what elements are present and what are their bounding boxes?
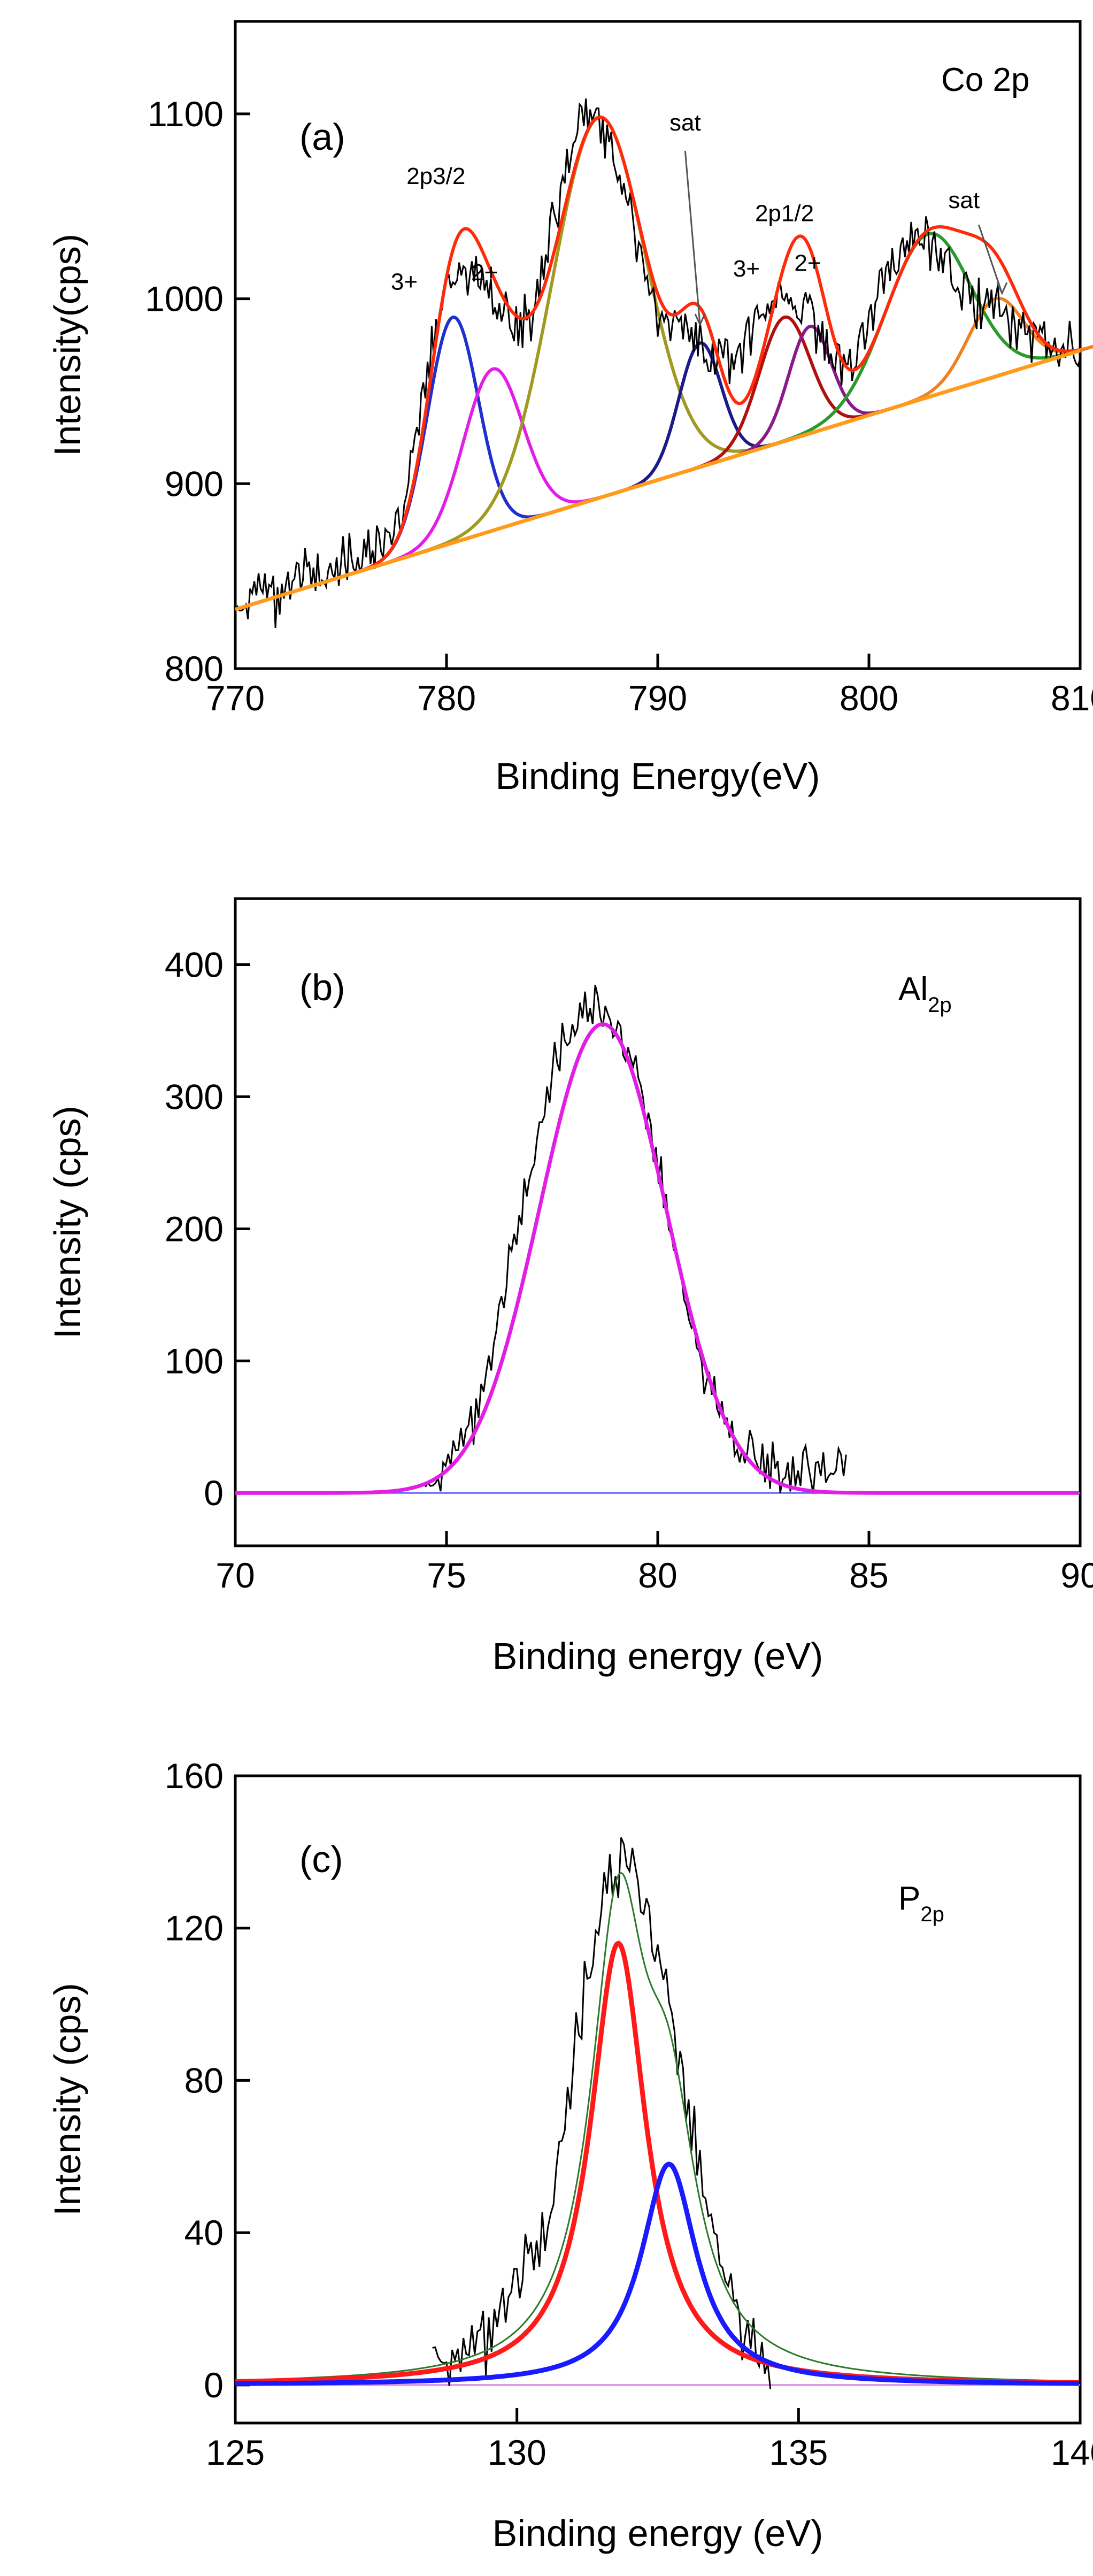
y-tick-label-c-0: 0: [204, 2365, 224, 2405]
y-tick-label-a-2: 1000: [145, 279, 224, 319]
fit-curve-b: [235, 1022, 1079, 1495]
panel-a-co2p: 770 780 790 800 810 800 900 1000 1100 2p3/2 3+ 2+ s…: [47, 20, 1093, 797]
raw-spectrum-b: [425, 984, 847, 1493]
x-tick-label-b-0: 70: [215, 1555, 255, 1595]
curves-c: [235, 1837, 1080, 2389]
fit-envelope-c: [235, 1872, 1079, 2382]
panel-c-p2p: 125 130 135 140 0 40 80 120 160 (c) P2p Binding …: [47, 1756, 1093, 2554]
y-axis-title-a: Intensity(cps): [47, 234, 88, 456]
chart-title-b: Al2p: [898, 971, 952, 1017]
fit-envelope-a: [235, 115, 1081, 611]
y-axis-title-b: Intensity (cps): [47, 1106, 88, 1339]
plot-frame-b: [234, 897, 1082, 1547]
panel-label-b: (b): [299, 967, 345, 1008]
curves-b: [235, 984, 1080, 1495]
y-tick-label-c-3: 120: [165, 1908, 224, 1948]
x-tick-label-b-4: 90: [1060, 1555, 1093, 1595]
panel-label-c: (c): [299, 1838, 343, 1880]
annotation-a-3: sat: [669, 110, 701, 136]
component-peak-c-1: [235, 2161, 1079, 2386]
chart-title-c-sub: 2p: [920, 1903, 944, 1926]
component-peak-a-4: [682, 315, 887, 474]
annotation-a-2: 2+: [471, 259, 498, 286]
component-peak-a-5: [725, 325, 895, 461]
chart-title-c-main: P: [898, 1880, 920, 1917]
tick-labels-a: 770 780 790 800 810 800 900 1000 1100: [145, 94, 1093, 718]
x-tick-label-a-2: 790: [628, 678, 687, 718]
x-tick-label-c-3: 140: [1051, 2433, 1093, 2472]
component-peak-a-0: [351, 315, 555, 576]
y-tick-label-c-2: 80: [184, 2060, 224, 2100]
x-tick-label-b-3: 85: [849, 1555, 888, 1595]
y-tick-label-b-3: 300: [165, 1077, 224, 1116]
x-tick-label-c-2: 135: [769, 2433, 828, 2472]
baseline-a: [234, 349, 1081, 611]
sat-arrow-a-1: [977, 224, 1003, 294]
x-axis-title-c: Binding energy (eV): [492, 2512, 823, 2554]
x-tick-label-b-2: 80: [638, 1555, 677, 1595]
plot-frame-c: [234, 1774, 1082, 2425]
y-tick-label-b-1: 100: [165, 1341, 224, 1381]
y-tick-label-a-0: 800: [165, 649, 224, 688]
x-tick-label-a-3: 800: [840, 678, 898, 718]
chart-title-c: P2p: [898, 1880, 944, 1926]
y-tick-label-c-4: 160: [165, 1756, 224, 1796]
y-tick-label-a-1: 900: [165, 464, 224, 503]
chart-title-b-sub: 2p: [928, 993, 952, 1017]
curves-a: [234, 98, 1093, 628]
raw-spectrum-a: [234, 98, 1081, 628]
tick-labels-c: 125 130 135 140 0 40 80 120 160: [165, 1756, 1093, 2472]
y-tick-label-b-4: 400: [165, 945, 224, 984]
x-tick-label-b-1: 75: [427, 1555, 466, 1595]
y-tick-label-a-3: 1100: [148, 94, 224, 134]
ticks-a: [234, 112, 1082, 670]
ticks-c: [234, 1774, 1082, 2423]
raw-spectrum-c: [432, 1837, 772, 2389]
ticks-b: [234, 963, 1082, 1546]
component-peak-a-2: [412, 116, 785, 557]
x-axis-title-b: Binding energy (eV): [492, 1635, 823, 1677]
annotations-a: 2p3/2 3+ 2+ sat 2p1/2 3+ 2+ sat: [391, 110, 1008, 327]
component-peak-a-1: [374, 367, 612, 569]
annotation-a-6: 2+: [794, 250, 821, 277]
panel-b-al2p: 70 75 80 85 90 0 100 200 300 400 (b) Al2p Binding…: [47, 897, 1093, 1677]
annotation-a-4: 2p1/2: [755, 200, 814, 226]
y-tick-label-b-2: 200: [165, 1209, 224, 1248]
annotation-a-1: 3+: [391, 269, 418, 295]
chart-title-a: Co 2p: [941, 62, 1029, 98]
panel-label-a: (a): [299, 116, 345, 158]
sat-arrowhead-a-1: [996, 282, 1008, 295]
x-tick-label-c-1: 130: [488, 2433, 546, 2472]
tick-labels-b: 70 75 80 85 90 0 100 200 300 400: [165, 945, 1093, 1595]
annotation-a-0: 2p3/2: [406, 163, 465, 189]
component-peak-c-0: [235, 1941, 1079, 2385]
y-tick-label-c-1: 40: [184, 2213, 224, 2252]
x-tick-label-a-0: 770: [206, 678, 265, 718]
x-tick-label-c-0: 125: [206, 2433, 265, 2472]
chart-title-b-main: Al: [898, 971, 928, 1008]
annotation-a-5: 3+: [733, 256, 760, 282]
x-axis-title-a: Binding Energy(eV): [496, 755, 820, 797]
y-tick-label-b-0: 0: [204, 1473, 224, 1513]
x-tick-label-a-1: 780: [417, 678, 476, 718]
x-tick-label-a-4: 810: [1051, 678, 1093, 718]
y-axis-title-c: Intensity (cps): [47, 1983, 88, 2216]
annotation-a-7: sat: [948, 187, 980, 213]
sat-arrow-a-0: [684, 150, 701, 325]
sat-arrowhead-a-0: [694, 313, 706, 327]
